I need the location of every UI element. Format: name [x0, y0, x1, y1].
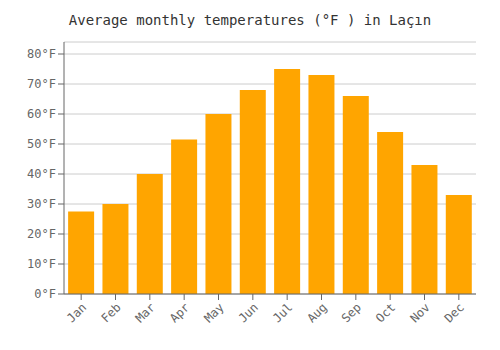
svg-text:0°F: 0°F: [34, 287, 56, 301]
svg-text:60°F: 60°F: [27, 107, 56, 121]
svg-text:30°F: 30°F: [27, 197, 56, 211]
svg-text:Jul: Jul: [270, 300, 295, 325]
svg-text:Oct: Oct: [373, 300, 398, 325]
svg-text:Mar: Mar: [133, 300, 158, 325]
svg-text:10°F: 10°F: [27, 257, 56, 271]
svg-text:40°F: 40°F: [27, 167, 56, 181]
svg-text:Nov: Nov: [407, 300, 432, 325]
svg-text:Aug: Aug: [304, 300, 329, 325]
svg-text:May: May: [201, 300, 226, 325]
svg-text:80°F: 80°F: [27, 47, 56, 61]
svg-text:Jan: Jan: [64, 300, 89, 325]
svg-text:50°F: 50°F: [27, 137, 56, 151]
svg-text:Sep: Sep: [339, 300, 364, 325]
svg-text:Feb: Feb: [98, 300, 123, 325]
svg-text:70°F: 70°F: [27, 77, 56, 91]
svg-text:20°F: 20°F: [27, 227, 56, 241]
svg-text:Apr: Apr: [167, 300, 192, 325]
html-text:Average monthly temperatures (: Average monthly temperatures (°F ) in La…: [68, 12, 432, 28]
svg-text:Dec: Dec: [442, 300, 467, 325]
svg-text:Jun: Jun: [236, 300, 261, 325]
